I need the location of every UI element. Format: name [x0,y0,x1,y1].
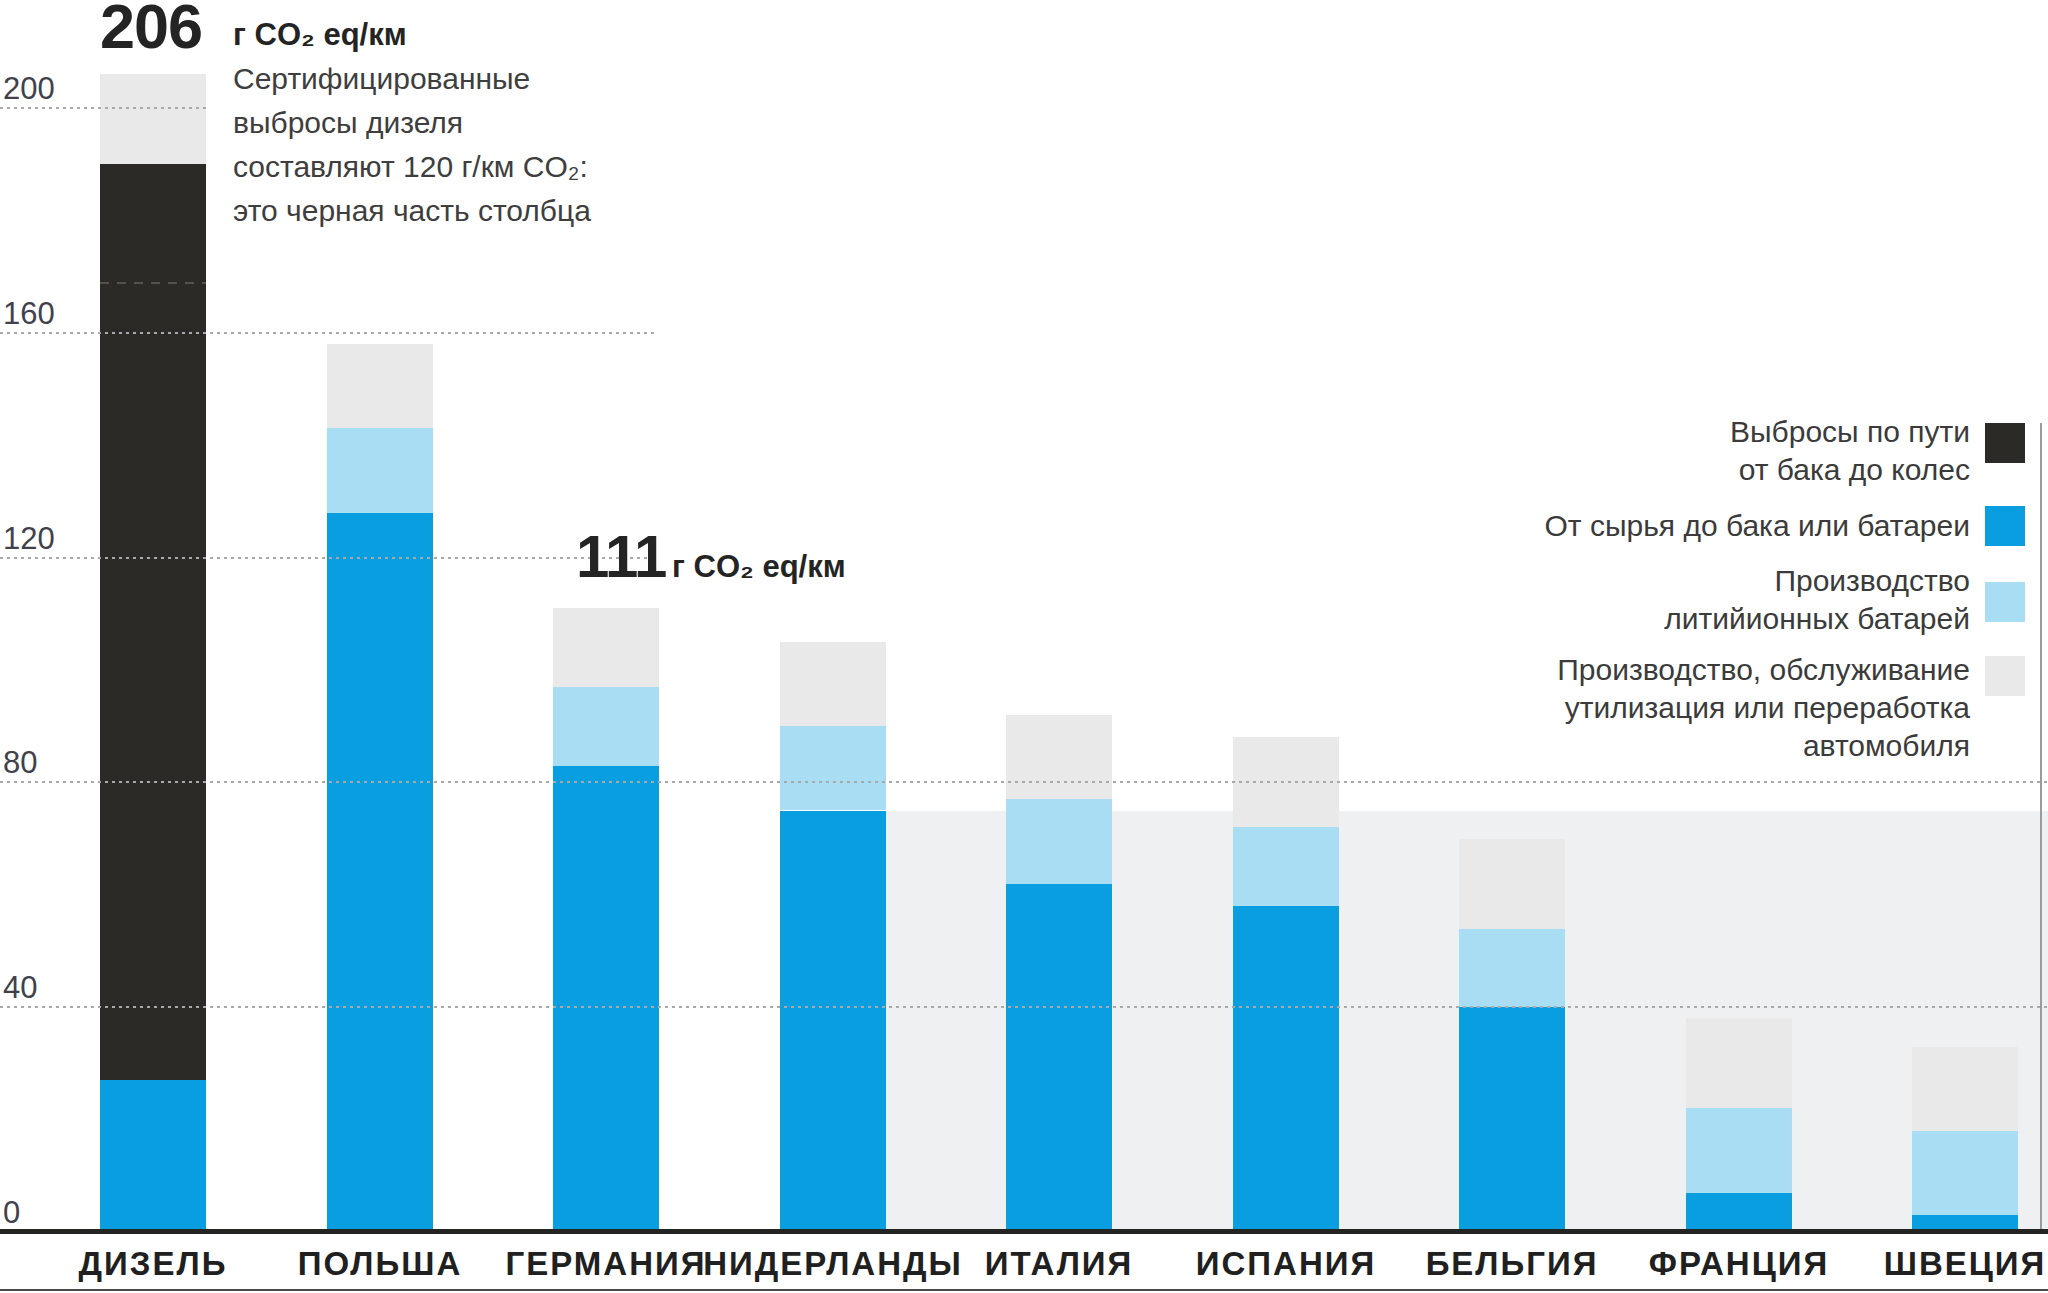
annotation-germany-value: 111 [576,522,667,591]
bar-germany-segment-gray [553,608,659,687]
bar-germany-segment-lightblue [553,687,659,766]
x-axis-label-france: ФРАНЦИЯ [1649,1245,1829,1283]
x-axis-label-italy: ИТАЛИЯ [985,1245,1134,1283]
legend-label-well-to-tank: От сырья до бака или батареи [1545,507,1970,545]
x-axis-line [0,1229,2048,1234]
bar-poland-segment-blue [327,513,433,1232]
gridline-80 [0,781,2048,783]
legend-swatch-car-production [1985,656,2025,696]
bar-poland-segment-lightblue [327,428,433,512]
bar-sweden-segment-gray [1912,1047,2018,1131]
annotation-diesel-value: 206 [100,0,202,62]
right-border-line [2040,423,2042,1229]
legend-label-battery-production: Производство литийионных батарей [1664,562,1970,638]
bar-belgium-segment-blue [1459,1007,1565,1232]
bar-france-segment-blue [1686,1193,1792,1232]
y-axis-label-200: 200 [3,71,55,107]
legend-swatch-tank-to-wheel [1985,423,2025,463]
annotation-diesel-note: Сертифицированные выбросы дизеля составл… [233,57,591,233]
co2-stacked-bar-chart: 206 г CO₂ eq/км Сертифицированные выброс… [0,0,2048,1293]
bar-italy-segment-lightblue [1006,799,1112,883]
bar-poland-segment-gray [327,344,433,428]
gridline-160 [0,332,658,334]
bottom-border-line [0,1289,2048,1291]
bar-france-segment-gray [1686,1018,1792,1108]
gridline-40 [0,1006,2048,1008]
bar-netherlands-segment-gray [780,642,886,726]
x-axis-label-germany: ГЕРМАНИЯ [506,1245,707,1283]
x-axis-label-poland: ПОЛЬША [298,1245,462,1283]
x-axis-label-netherlands: НИДЕРЛАНДЫ [703,1245,963,1283]
bar-diesel-dash-marker [100,282,206,284]
x-axis-label-diesel: ДИЗЕЛЬ [79,1245,228,1283]
bar-spain-segment-lightblue [1233,827,1339,906]
y-axis-label-80: 80 [3,745,37,781]
bar-diesel-segment-black [100,164,206,1080]
legend-label-tank-to-wheel: Выбросы по пути от бака до колес [1730,413,1970,489]
y-axis-label-40: 40 [3,970,37,1006]
gridline-200 [0,107,208,109]
bar-diesel-segment-blue [100,1080,206,1232]
bar-germany-segment-blue [553,766,659,1232]
x-axis-label-spain: ИСПАНИЯ [1196,1245,1376,1283]
y-axis-label-160: 160 [3,296,55,332]
bar-spain-segment-blue [1233,906,1339,1232]
bar-diesel-segment-gray [100,74,206,164]
x-axis-label-belgium: БЕЛЬГИЯ [1426,1245,1599,1283]
bar-sweden-segment-lightblue [1912,1131,2018,1215]
y-axis-label-120: 120 [3,521,55,557]
legend-label-car-production: Производство, обслуживание утилизация ил… [1557,651,1970,765]
x-axis-label-sweden: ШВЕЦИЯ [1884,1245,2047,1283]
bar-netherlands-segment-lightblue [780,726,886,810]
bar-belgium-segment-gray [1459,839,1565,929]
legend-swatch-well-to-tank [1985,506,2025,546]
annotation-germany-unit: г CO₂ eq/км [672,549,846,585]
bar-belgium-segment-lightblue [1459,929,1565,1008]
legend-swatch-battery-production [1985,582,2025,622]
bar-italy-segment-blue [1006,884,1112,1232]
annotation-diesel-unit: г CO₂ eq/км [233,17,407,53]
y-axis-label-0: 0 [3,1195,20,1231]
bar-france-segment-lightblue [1686,1108,1792,1192]
gridline-120 [0,557,658,559]
bar-italy-segment-gray [1006,715,1112,799]
bar-netherlands-segment-blue [780,811,886,1233]
